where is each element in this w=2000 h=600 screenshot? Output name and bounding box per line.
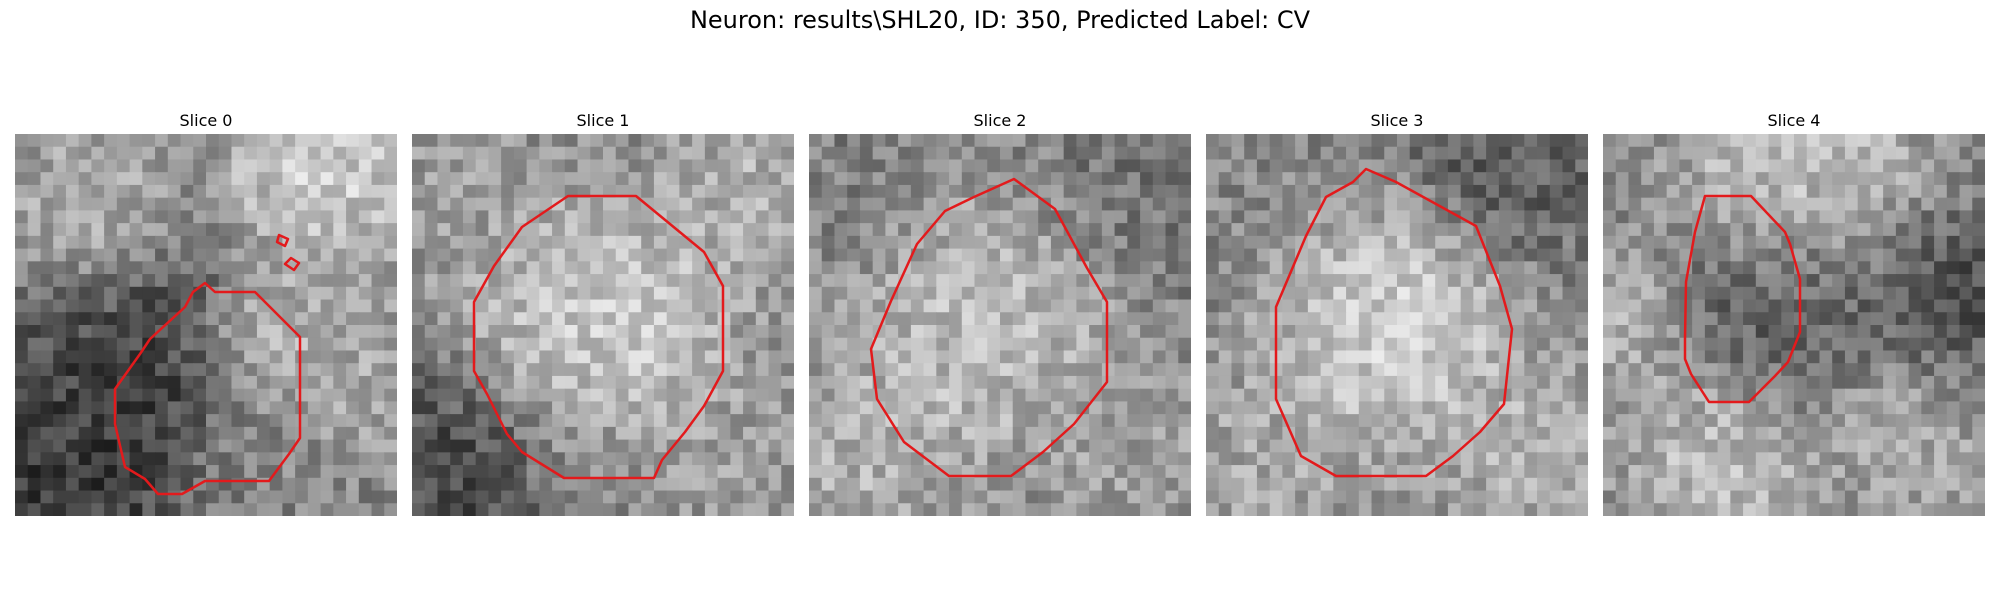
slice-image-4	[1603, 134, 1985, 516]
pixel-grid	[15, 134, 397, 516]
slice-title-4: Slice 4	[1603, 110, 1985, 132]
slice-title-1: Slice 1	[412, 110, 794, 132]
slice-panel-0: Slice 0	[15, 110, 397, 516]
slice-image-1	[412, 134, 794, 516]
slice-panel-1: Slice 1	[412, 110, 794, 516]
slice-title-3: Slice 3	[1206, 110, 1588, 132]
slice-panel-3: Slice 3	[1206, 110, 1588, 516]
slice-title-2: Slice 2	[809, 110, 1191, 132]
slice-panel-2: Slice 2	[809, 110, 1191, 516]
pixel-grid	[809, 134, 1191, 516]
pixel-grid	[412, 134, 794, 516]
figure-title: Neuron: results\SHL20, ID: 350, Predicte…	[0, 6, 2000, 34]
slice-image-3	[1206, 134, 1588, 516]
slice-image-0	[15, 134, 397, 516]
slice-panel-4: Slice 4	[1603, 110, 1985, 516]
slice-title-0: Slice 0	[15, 110, 397, 132]
pixel-grid	[1603, 134, 1985, 516]
pixel-grid	[1206, 134, 1588, 516]
slice-image-2	[809, 134, 1191, 516]
